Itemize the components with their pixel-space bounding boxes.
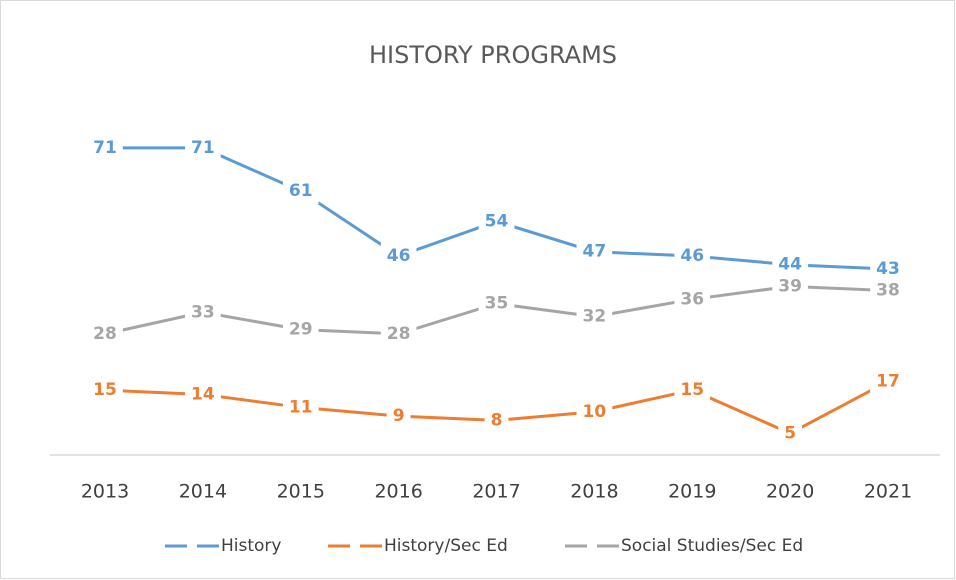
data-label-bg bbox=[674, 286, 711, 313]
data-label: 44 bbox=[778, 255, 802, 275]
data-label-group: 39 bbox=[772, 273, 808, 300]
data-label-bg bbox=[478, 208, 515, 235]
data-label-bg bbox=[185, 381, 221, 408]
data-label-bg bbox=[87, 377, 123, 404]
data-label-group: 9 bbox=[386, 403, 411, 430]
data-label-bg bbox=[282, 394, 319, 421]
x-tick-label: 2013 bbox=[81, 481, 129, 503]
x-tick-label: 2017 bbox=[472, 481, 520, 503]
data-label: 5 bbox=[784, 423, 796, 443]
legend-label: History bbox=[221, 536, 281, 556]
data-label: 46 bbox=[387, 246, 411, 266]
x-tick-label: 2015 bbox=[277, 481, 325, 503]
data-label-group: 17 bbox=[870, 368, 906, 395]
data-label: 11 bbox=[289, 397, 313, 417]
data-label-group: 11 bbox=[282, 394, 319, 421]
data-label-group: 35 bbox=[478, 290, 515, 317]
data-label: 38 bbox=[876, 281, 900, 301]
x-tick-label: 2018 bbox=[570, 481, 618, 503]
data-label-group: 28 bbox=[87, 320, 123, 347]
data-label: 29 bbox=[289, 320, 313, 340]
data-label-bg bbox=[576, 238, 613, 265]
data-label: 9 bbox=[393, 406, 405, 426]
data-label-bg bbox=[386, 403, 411, 430]
data-label-bg bbox=[870, 368, 906, 395]
data-label: 28 bbox=[93, 324, 117, 344]
data-label: 10 bbox=[583, 402, 607, 422]
data-label-bg bbox=[772, 273, 808, 300]
data-label-group: 5 bbox=[778, 420, 803, 447]
data-label-group: 33 bbox=[185, 299, 221, 326]
chart-title: HISTORY PROGRAMS bbox=[369, 41, 617, 69]
data-label-group: 36 bbox=[674, 286, 711, 313]
data-label: 8 bbox=[491, 410, 503, 430]
data-label-bg bbox=[380, 320, 417, 347]
data-label: 32 bbox=[583, 307, 607, 327]
data-label: 71 bbox=[191, 138, 215, 158]
data-label: 54 bbox=[485, 211, 509, 231]
data-label: 61 bbox=[289, 181, 313, 201]
data-label-bg bbox=[484, 407, 509, 434]
data-label-group: 8 bbox=[484, 407, 509, 434]
data-label-bg bbox=[870, 277, 906, 304]
x-tick-label: 2016 bbox=[374, 481, 422, 503]
data-label-bg bbox=[576, 303, 613, 330]
data-label-group: 28 bbox=[380, 320, 417, 347]
data-label-group: 71 bbox=[87, 134, 123, 161]
data-label-group: 32 bbox=[576, 303, 613, 330]
data-label-bg bbox=[87, 134, 123, 161]
data-label: 46 bbox=[680, 246, 704, 266]
data-label-group: 10 bbox=[576, 398, 613, 425]
data-label: 47 bbox=[583, 242, 607, 262]
data-label-bg bbox=[185, 299, 221, 326]
data-label-group: 46 bbox=[674, 243, 711, 270]
data-label-group: 15 bbox=[87, 377, 123, 404]
data-label-bg bbox=[778, 420, 803, 447]
data-label-bg bbox=[478, 290, 515, 317]
data-label-bg bbox=[87, 320, 123, 347]
data-label: 15 bbox=[93, 380, 117, 400]
legend-label: History/Sec Ed bbox=[384, 536, 508, 556]
data-label: 35 bbox=[485, 294, 509, 314]
x-tick-label: 2020 bbox=[766, 481, 814, 503]
data-label: 71 bbox=[93, 138, 117, 158]
data-label-bg bbox=[282, 316, 319, 343]
data-label-group: 61 bbox=[282, 178, 319, 205]
data-label: 39 bbox=[778, 276, 802, 296]
data-label-bg bbox=[380, 243, 417, 270]
data-label-bg bbox=[282, 178, 319, 205]
x-tick-label: 2019 bbox=[668, 481, 716, 503]
data-label-group: 54 bbox=[478, 208, 515, 235]
data-label-group: 47 bbox=[576, 238, 613, 265]
data-label-group: 46 bbox=[380, 243, 417, 270]
data-label: 14 bbox=[191, 384, 215, 404]
legend-label: Social Studies/Sec Ed bbox=[621, 536, 803, 556]
data-label: 28 bbox=[387, 324, 411, 344]
data-label-bg bbox=[576, 398, 613, 425]
data-label-group: 15 bbox=[674, 377, 711, 404]
data-label-group: 71 bbox=[185, 134, 221, 161]
data-label: 43 bbox=[876, 259, 900, 279]
data-label: 15 bbox=[680, 380, 704, 400]
data-label-bg bbox=[674, 243, 711, 270]
data-label: 17 bbox=[876, 371, 900, 391]
x-tick-label: 2021 bbox=[864, 481, 912, 503]
data-label-group: 14 bbox=[185, 381, 221, 408]
data-label-bg bbox=[185, 134, 221, 161]
data-label-group: 29 bbox=[282, 316, 319, 343]
data-label-group: 38 bbox=[870, 277, 906, 304]
data-label: 36 bbox=[680, 289, 704, 309]
data-label: 33 bbox=[191, 302, 215, 322]
data-label-bg bbox=[674, 377, 711, 404]
x-tick-label: 2014 bbox=[179, 481, 227, 503]
